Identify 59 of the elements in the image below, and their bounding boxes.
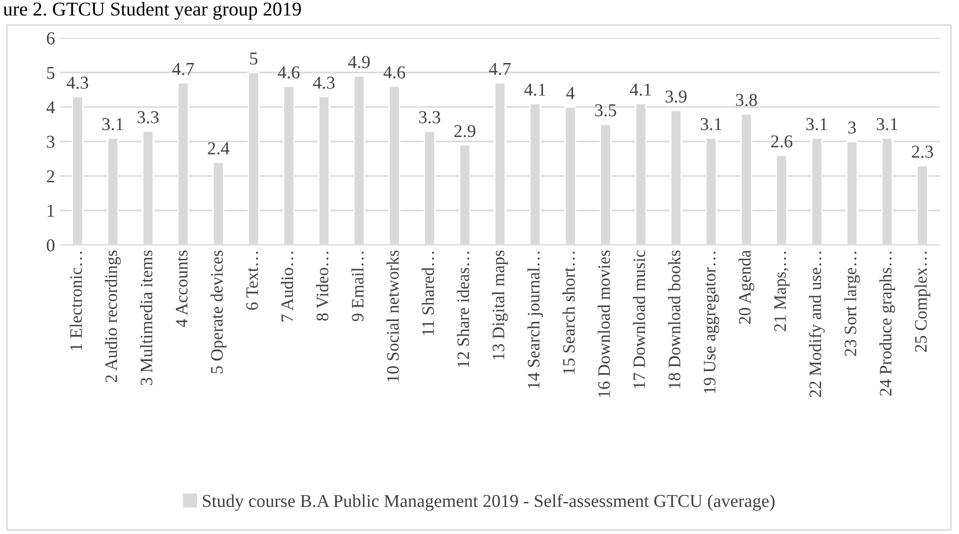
data-label: 3.3 [138, 111, 159, 124]
data-label: 3.3 [419, 111, 440, 124]
x-tick-label: 15 Search short… [562, 252, 575, 374]
x-tick-label: 8 Video… [316, 252, 328, 321]
data-label: 2.4 [208, 142, 230, 154]
x-tick-label: 18 Download books [668, 250, 680, 388]
data-label: 2.9 [454, 124, 476, 138]
x-tick-label: 20 Agenda [738, 250, 754, 324]
y-tick-label: 1 [48, 204, 54, 217]
data-label: 3.1 [700, 118, 722, 130]
x-tick-label: 4 Accounts [176, 250, 188, 328]
data-label: 4.3 [313, 76, 335, 89]
data-label: 5 [250, 52, 258, 65]
legend-label: Study course B.A Public Management 2019 - Self-assessment GTCU (average) [202, 494, 775, 511]
x-tick-label: 12 Share ideas… [456, 252, 470, 367]
x-tick-label: 11 Shared… [422, 252, 434, 335]
data-label: 4.1 [524, 84, 546, 96]
data-label: 3.5 [595, 104, 616, 116]
data-label: 4.7 [489, 62, 511, 76]
x-tick-label: 3 Multimedia items [140, 250, 152, 386]
y-tick-label: 3 [46, 136, 54, 148]
x-tick-label: 23 Sort large… [844, 252, 860, 356]
y-tick-label: 4 [46, 101, 55, 114]
x-tick-label: 22 Modify and use… [808, 252, 825, 398]
data-label: 4.9 [348, 56, 370, 68]
x-tick-label: 25 Complex… [914, 252, 930, 352]
chart-title: ure 2. GTCU Student year group 2019 [3, 2, 301, 20]
y-tick-label: 2 [46, 170, 54, 182]
data-label: 3 [848, 122, 856, 134]
x-tick-label: 6 Text… [246, 252, 258, 310]
y-tick-label: 0 [46, 239, 54, 252]
x-tick-label: 21 Maps,… [774, 252, 790, 332]
x-tick-label: 7 Audio… [280, 252, 294, 322]
x-tick-label: 14 Search journal… [527, 252, 544, 388]
data-label: 4.6 [278, 66, 300, 79]
x-tick-label: 9 Email… [351, 252, 364, 322]
y-tick-label: 5 [47, 66, 54, 79]
data-label: 2.3 [912, 146, 933, 158]
y-tick-label: 6 [46, 32, 55, 44]
data-label: 3.1 [876, 118, 898, 130]
x-tick-label: 16 Download movies [598, 250, 610, 397]
data-label: 4.7 [172, 62, 194, 76]
data-label: 4.1 [630, 84, 651, 96]
data-label: 3.9 [666, 90, 687, 103]
x-tick-label: 5 Operate devices [210, 250, 226, 374]
x-tick-label: 2 Audio recordings [104, 250, 121, 382]
x-tick-label: 24 Produce graphs… [879, 252, 896, 396]
x-tick-label: 13 Digital maps [492, 250, 508, 360]
data-label: 4.6 [383, 66, 406, 79]
x-tick-label: 17 Download music [632, 250, 646, 388]
x-tick-label: 1 Electronic… [70, 252, 82, 350]
data-label: 3.1 [102, 118, 123, 130]
data-label: 2.6 [771, 135, 792, 148]
x-tick-label: 10 Social networks [386, 250, 399, 382]
data-label: 3.8 [736, 94, 757, 106]
data-label: 4 [566, 87, 575, 99]
x-tick-label: 19 Use aggregator… [704, 252, 720, 393]
data-label: 4.3 [66, 76, 88, 89]
data-label: 3.1 [806, 118, 827, 130]
